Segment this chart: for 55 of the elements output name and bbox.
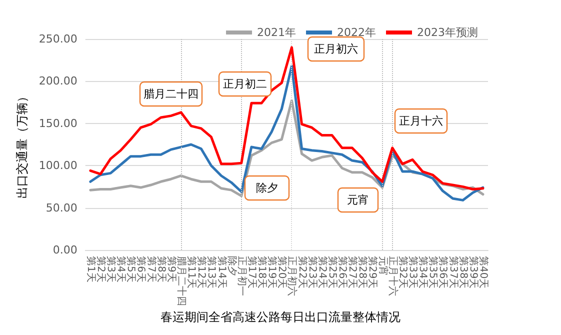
x-tick-label: 第27天 [346, 256, 359, 289]
x-tick-label: 第3天 [105, 256, 118, 282]
x-tick-label: 第9天 [165, 256, 178, 282]
y-axis-title: 出口交通量（万辆） [15, 90, 29, 198]
x-tick-label: 第2天 [94, 256, 107, 282]
x-tick-label: 第8天 [155, 256, 168, 282]
x-tick-label: 第5天 [125, 256, 138, 282]
x-tick-label: 第1天 [84, 256, 97, 282]
x-tick-label: 第23天 [306, 256, 318, 289]
x-tick-label: 第40天 [477, 256, 490, 289]
x-tick-label: 第13天 [206, 256, 218, 289]
x-tick-label: 第36天 [437, 256, 450, 289]
text: 春运期间全省高速公路每日出口流量整体情况 [160, 310, 400, 324]
annotation: 腊月二十四 [144, 88, 198, 100]
y-tick-label: 200.00 [38, 74, 78, 88]
x-tick-label: 第14天 [216, 256, 228, 289]
x-tick-label: 第29天 [366, 256, 379, 289]
x-tick-label: 第6天 [135, 256, 148, 282]
x-tick-label: 第4天 [115, 256, 128, 282]
x-tick-label: 第26天 [336, 256, 349, 289]
annotation: 正月初二 [223, 78, 267, 90]
x-tick-label: 第34天 [417, 256, 430, 289]
x-tick-label: 第39天 [467, 256, 480, 289]
x-tick-label: 第11天 [186, 256, 198, 289]
x-tick-label: 第32天 [396, 256, 409, 289]
x-tick-label: 元宵 [376, 256, 389, 276]
x-tick-label: 第7天 [145, 256, 158, 282]
y-tick-label: 100.00 [38, 159, 78, 172]
legend-label: 2021年 [257, 26, 296, 39]
x-tick-label: 第24天 [316, 256, 328, 289]
y-tick-label: 0.00 [52, 244, 78, 256]
y-tick-label: 250.00 [38, 32, 78, 46]
x-tick-label: 第38天 [457, 256, 470, 289]
annotation: 元宵 [347, 194, 369, 206]
x-tick-label: 第25天 [326, 256, 338, 289]
x-tick-label: 正月初六 [286, 256, 298, 296]
annotation: 正月初六 [314, 42, 358, 56]
x-tick-label: 第12天 [196, 256, 208, 289]
x-tick-label: 第28天 [356, 256, 369, 289]
x-tick-label: 第22天 [296, 256, 308, 289]
x-tick-label: 第33天 [407, 256, 420, 289]
y-tick-label: 150.00 [38, 116, 78, 130]
x-tick-label: 腊月二十四 [176, 256, 188, 306]
legend-label: 2023年预测 [417, 26, 478, 39]
x-tick-label: 第37天 [447, 256, 460, 289]
x-tick-label: 正月初一 [236, 256, 248, 296]
x-tick-label: 第19天 [266, 256, 278, 289]
y-tick-label: 50.00 [46, 201, 78, 214]
legend-label: 2022年 [337, 26, 376, 39]
x-tick-label: 第18天 [256, 256, 268, 289]
x-tick-label: 第35天 [427, 256, 440, 289]
annotation: 正月十六 [399, 114, 443, 128]
x-tick-label: 第20天 [276, 256, 288, 289]
annotation: 除夕 [256, 182, 278, 194]
x-tick-label: 除夕 [226, 256, 238, 276]
